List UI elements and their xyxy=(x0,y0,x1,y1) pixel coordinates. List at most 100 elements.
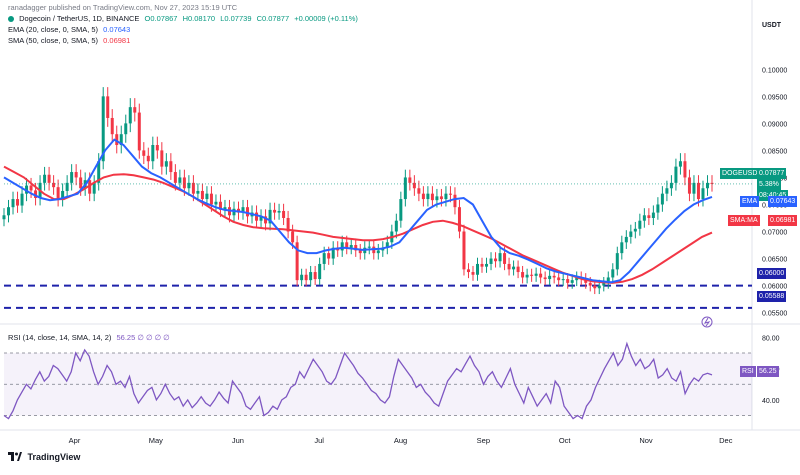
rsi-tick-label: 80.00 xyxy=(762,335,780,342)
candle-body xyxy=(142,150,146,156)
candle-body xyxy=(110,117,114,135)
candle-body xyxy=(692,182,696,194)
candle-body xyxy=(187,182,191,189)
candle-body xyxy=(476,263,480,275)
candle-body xyxy=(313,272,317,280)
sma-legend[interactable]: SMA (50, close, 0, SMA, 5) 0.06981 xyxy=(8,36,133,46)
candle-body xyxy=(593,285,597,289)
candle-body xyxy=(584,279,588,283)
candle-body xyxy=(525,274,529,278)
ema-price-tag: 0.07643 xyxy=(768,196,798,207)
candle-body xyxy=(394,220,398,232)
candle-body xyxy=(304,274,308,281)
candle-body xyxy=(448,193,452,195)
sma-price-tag: 0.06981 xyxy=(768,215,798,226)
candle-body xyxy=(471,272,475,275)
candle-body xyxy=(20,193,24,206)
candle-body xyxy=(74,172,78,178)
candle-body xyxy=(223,207,227,210)
candle-body xyxy=(29,185,33,191)
candle-body xyxy=(300,274,304,281)
rsi-tag: RSI xyxy=(740,366,756,377)
ema-legend[interactable]: EMA (20, close, 0, SMA, 5) 0.07643 xyxy=(8,25,133,35)
candle-body xyxy=(633,228,637,232)
candle-body xyxy=(246,207,250,217)
candle-body xyxy=(218,201,222,210)
candle-body xyxy=(701,188,705,200)
candle-body xyxy=(629,231,633,237)
candle-body xyxy=(322,253,326,264)
candle-body xyxy=(588,282,592,286)
candle-body xyxy=(480,263,484,267)
candle-body xyxy=(101,96,105,162)
candle-body xyxy=(705,182,709,189)
candle-body xyxy=(16,199,20,206)
candle-body xyxy=(128,107,132,124)
candle-body xyxy=(367,246,371,248)
ohlc-change: +0.00009 (+0.11%) xyxy=(294,14,358,23)
candle-body xyxy=(309,272,313,281)
y-tick-label: 0.06500 xyxy=(762,257,787,264)
ema-tag: EMA xyxy=(740,196,760,207)
candle-body xyxy=(611,269,615,278)
candle-body xyxy=(182,177,186,189)
candle-body xyxy=(214,201,218,205)
candle-body xyxy=(133,107,137,113)
candle-body xyxy=(119,134,123,146)
tradingview-logo[interactable]: TradingView xyxy=(8,452,80,462)
rsi-line xyxy=(3,341,713,420)
candle-body xyxy=(331,247,335,259)
countdown-tag: 08:40:45 xyxy=(757,190,789,201)
candle-body xyxy=(674,166,678,183)
x-tick-label: Jun xyxy=(232,436,244,445)
candle-body xyxy=(439,196,443,200)
candle-body xyxy=(291,231,295,243)
candle-body xyxy=(340,242,344,251)
candle-body xyxy=(466,269,470,273)
candle-body xyxy=(178,177,182,183)
candle-body xyxy=(164,161,168,167)
ema-legend-label: EMA (20, close, 0, SMA, 5) xyxy=(8,25,99,34)
candle-body xyxy=(457,207,461,232)
x-tick-label: Jul xyxy=(314,436,324,445)
symbol-name[interactable]: Dogecoin / TetherUS, 1D, BINANCE xyxy=(19,14,140,23)
candle-body xyxy=(647,215,651,218)
ema-legend-value: 0.07643 xyxy=(103,25,131,34)
x-tick-label: Nov xyxy=(639,436,653,445)
candle-body xyxy=(385,242,389,248)
candle-body xyxy=(606,277,610,283)
candle-body xyxy=(56,187,60,200)
candle-body xyxy=(241,207,245,213)
candle-body xyxy=(65,182,69,191)
candle-body xyxy=(349,245,353,248)
rsi-value-tag: 56.25 xyxy=(757,366,779,377)
candle-body xyxy=(408,177,412,183)
candle-body xyxy=(70,172,74,183)
candle-body xyxy=(399,199,403,221)
candle-body xyxy=(79,177,83,189)
currency-label: USDT xyxy=(762,22,782,29)
y-tick-label: 0.10000 xyxy=(762,67,787,74)
candle-body xyxy=(160,150,164,167)
candle-body xyxy=(255,212,259,221)
candle-body xyxy=(539,273,543,278)
candle-body xyxy=(430,193,434,201)
candle-body xyxy=(660,193,664,205)
market-status-icon xyxy=(8,16,14,22)
candle-body xyxy=(88,180,92,194)
candle-body xyxy=(61,190,65,200)
x-tick-label: Dec xyxy=(719,436,733,445)
publisher-line: ranadagger published on TradingView.com,… xyxy=(8,3,238,12)
x-tick-label: Aug xyxy=(394,436,407,445)
candle-body xyxy=(638,220,642,229)
candle-body xyxy=(376,250,380,254)
candle-body xyxy=(642,215,646,221)
candle-body xyxy=(345,242,349,248)
rsi-legend[interactable]: RSI (14, close, 14, SMA, 14, 2) 56.25 ∅ … xyxy=(8,333,173,343)
candle-body xyxy=(651,212,655,218)
candle-body xyxy=(209,193,213,205)
candle-body xyxy=(494,258,498,262)
sma-legend-value: 0.06981 xyxy=(103,36,131,45)
